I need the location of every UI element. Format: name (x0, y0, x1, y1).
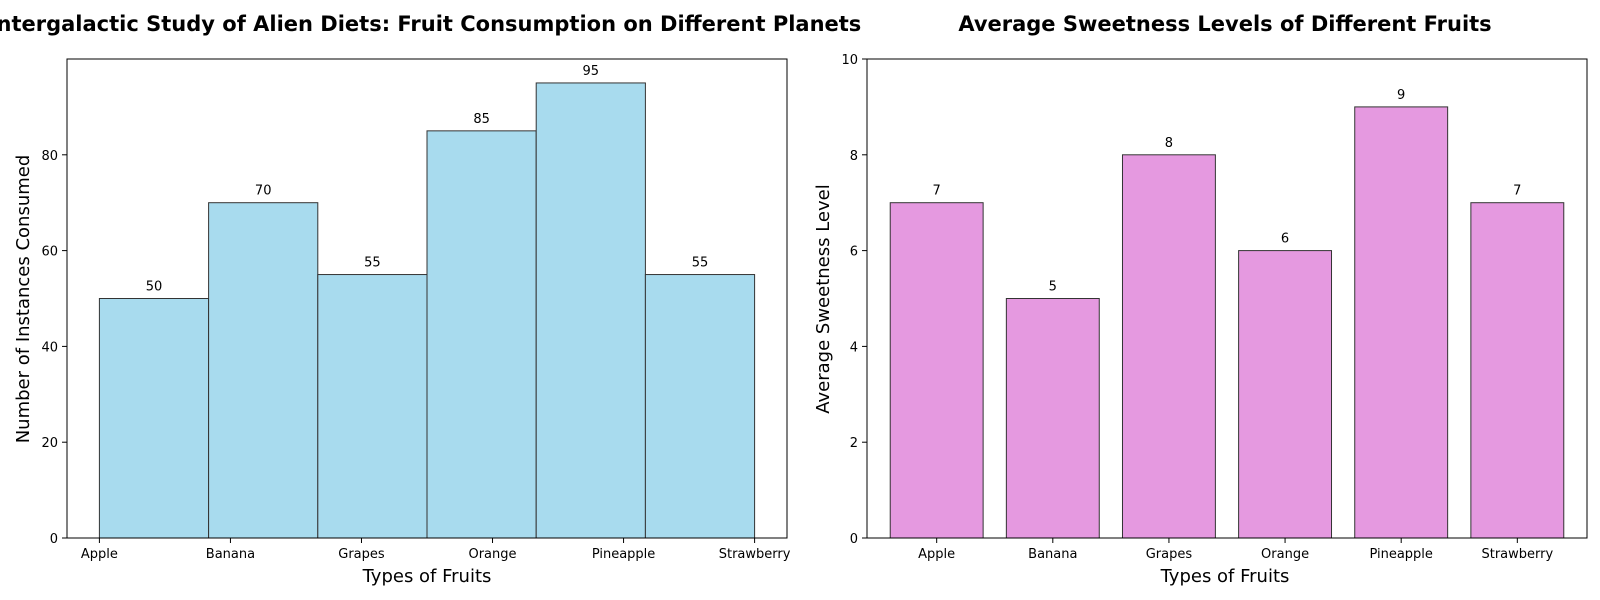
consumption-data-label: 55 (364, 256, 381, 271)
consumption-y-tick-label: 0 (50, 532, 58, 547)
consumption-data-label: 95 (583, 64, 600, 79)
consumption-chart-title: Intergalactic Study of Alien Diets: Frui… (0, 12, 861, 36)
sweetness-data-label: 6 (1281, 232, 1289, 247)
consumption-chart-plot-frame (66, 58, 788, 539)
sweetness-data-label: 8 (1165, 136, 1173, 151)
sweetness-bar-pineapple (1354, 106, 1449, 539)
consumption-chart: Intergalactic Study of Alien Diets: Frui… (0, 12, 861, 587)
sweetness-bar-banana (1005, 298, 1100, 539)
consumption-x-tick-label: Orange (468, 547, 516, 562)
sweetness-data-label: 5 (1049, 280, 1057, 295)
sweetness-chart: Average Sweetness Levels of Different Fr… (813, 12, 1588, 587)
sweetness-x-tick-label: Grapes (1146, 547, 1193, 562)
sweetness-y-tick-label: 10 (841, 53, 858, 68)
consumption-data-label: 70 (255, 184, 272, 199)
consumption-y-tick-label: 40 (41, 340, 58, 355)
consumption-x-tick-label: Banana (206, 547, 255, 562)
consumption-data-label: 55 (692, 256, 709, 271)
sweetness-y-tick-label: 6 (850, 245, 858, 260)
consumption-bar-orange (426, 130, 537, 539)
sweetness-x-tick-label: Apple (918, 547, 955, 562)
sweetness-x-tick-label: Banana (1028, 547, 1077, 562)
consumption-bar-banana (208, 202, 319, 539)
sweetness-data-label: 7 (1513, 184, 1521, 199)
consumption-data-label: 85 (473, 112, 490, 127)
consumption-chart-x-axis-label: Types of Fruits (362, 566, 492, 587)
sweetness-x-tick-label: Pineapple (1369, 547, 1432, 562)
sweetness-bar-grapes (1121, 154, 1216, 539)
consumption-x-tick-label: Apple (81, 547, 118, 562)
consumption-bar-strawberry (644, 274, 756, 539)
sweetness-y-tick-label: 2 (850, 436, 858, 451)
sweetness-bar-strawberry (1470, 202, 1565, 539)
consumption-y-tick-label: 20 (41, 436, 58, 451)
sweetness-chart-x-axis-label: Types of Fruits (1160, 566, 1290, 587)
sweetness-bar-apple (889, 202, 984, 539)
sweetness-chart-title: Average Sweetness Levels of Different Fr… (958, 12, 1491, 36)
consumption-bar-apple (98, 298, 210, 539)
sweetness-y-tick-label: 4 (850, 340, 858, 355)
sweetness-x-tick-label: Strawberry (1481, 547, 1553, 562)
sweetness-chart-plot-frame (866, 58, 1588, 539)
sweetness-y-tick-label: 0 (850, 532, 858, 547)
sweetness-data-label: 7 (933, 184, 941, 199)
sweetness-chart-y-axis-label: Average Sweetness Level (813, 184, 834, 413)
consumption-chart-y-axis-label: Number of Instances Consumed (13, 155, 34, 444)
sweetness-y-tick-label: 8 (850, 149, 858, 164)
consumption-bar-grapes (317, 274, 428, 539)
consumption-y-tick-label: 60 (41, 245, 58, 260)
sweetness-data-label: 9 (1397, 88, 1405, 103)
consumption-bar-pineapple (535, 82, 646, 539)
consumption-data-label: 50 (146, 280, 163, 295)
consumption-x-tick-label: Pineapple (592, 547, 655, 562)
sweetness-x-tick-label: Orange (1261, 547, 1309, 562)
consumption-y-tick-label: 80 (41, 149, 58, 164)
sweetness-bar-orange (1238, 250, 1333, 539)
consumption-x-tick-label: Strawberry (719, 547, 791, 562)
consumption-x-tick-label: Grapes (338, 547, 385, 562)
